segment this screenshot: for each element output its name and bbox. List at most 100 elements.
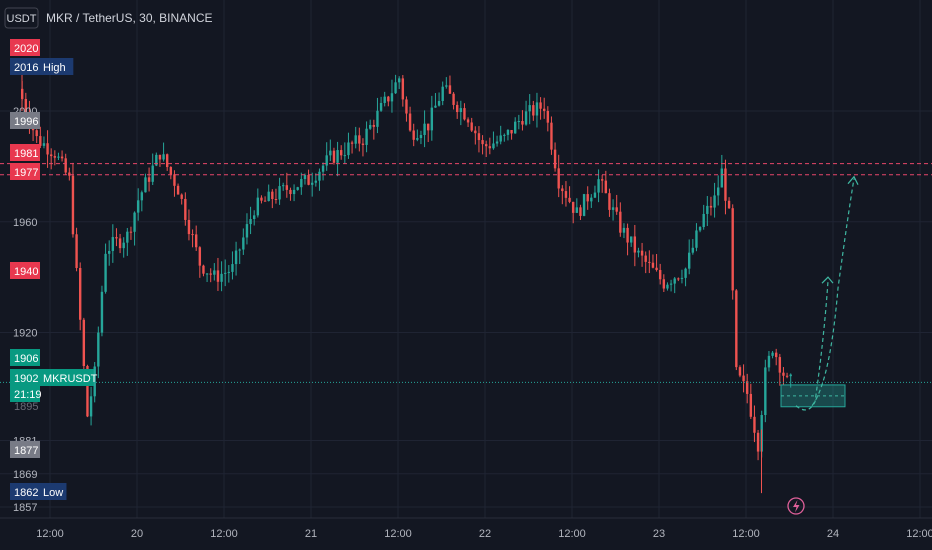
candle-bear: [550, 116, 553, 155]
candle-bull: [253, 210, 256, 226]
price-tag: 1902 MKRUSDT: [10, 369, 98, 386]
candle-bear: [568, 186, 571, 204]
candle-bear: [677, 277, 680, 282]
candle-bear: [615, 194, 618, 215]
price-tag-label: Low: [43, 487, 63, 499]
candle-bear: [778, 353, 782, 386]
candle-bear: [448, 75, 452, 94]
candle-bull: [767, 350, 771, 372]
candle-bear: [187, 209, 191, 241]
lightning-icon[interactable]: [787, 497, 805, 515]
time-tick-label: 12:00: [36, 528, 64, 540]
candle-bear: [180, 193, 183, 205]
candle-bull: [524, 100, 528, 126]
candle-bull: [503, 133, 506, 142]
candle-bear: [191, 229, 194, 248]
candle-bear: [216, 257, 220, 291]
candle-bull: [336, 141, 339, 177]
candle-bear: [724, 159, 727, 215]
candle-bear: [466, 117, 470, 128]
candle-bull: [622, 223, 626, 239]
candle-bull: [702, 204, 705, 230]
candle-bull: [100, 285, 104, 337]
candle-bull: [321, 162, 325, 181]
candle-bull: [492, 131, 495, 150]
arrow-up-icon: [847, 175, 859, 185]
candle-bear: [166, 153, 169, 171]
price-tag-value: 1996: [14, 116, 38, 128]
candle-bull: [256, 188, 260, 218]
candle-bear: [195, 225, 198, 251]
candle-bull: [506, 129, 510, 141]
candle-bear: [260, 195, 263, 204]
candle-bear: [564, 181, 568, 207]
candle-bear: [785, 372, 789, 379]
candle-bull: [517, 114, 521, 130]
candle-bear: [709, 196, 713, 216]
candle-bull: [365, 121, 368, 153]
projection-drawing[interactable]: [780, 175, 859, 411]
candle-bull: [590, 194, 593, 208]
time-tick-label: 12:00: [906, 528, 932, 540]
candle-bull: [764, 359, 767, 423]
arrow-up-icon: [821, 276, 834, 284]
time-axis[interactable]: 12:00 20 12:00 21 12:00 22 12:00 23 12:00 24 12:00: [0, 517, 932, 540]
candle-bull: [234, 241, 238, 276]
candle-bear: [488, 137, 492, 155]
candle-bear: [176, 183, 180, 195]
candle-bull: [684, 267, 687, 287]
candle-bear: [648, 250, 651, 274]
projection-path-long[interactable]: [811, 178, 855, 407]
candle-bear: [474, 126, 477, 145]
candles: [21, 66, 792, 494]
price-tick-label: 1869: [13, 469, 37, 481]
currency-button-label: USDT: [7, 13, 37, 25]
candle-bull: [296, 186, 299, 191]
price-tags: 2020 2016 High 1996 1981 1977 1940 1906 1902 MKRU…: [10, 39, 98, 500]
time-tick-label: 23: [653, 528, 665, 540]
candle-bear: [340, 145, 343, 160]
candle-bull: [611, 199, 615, 221]
candle-bull: [394, 74, 397, 94]
time-tick-label: 12:00: [558, 528, 586, 540]
candle-bull: [379, 96, 383, 112]
candle-bull: [437, 92, 441, 107]
candle-bull: [423, 110, 426, 148]
candle-bull: [637, 247, 640, 258]
candle-bull: [42, 136, 46, 149]
projection-path-short[interactable]: [795, 281, 829, 411]
candle-bull: [224, 259, 227, 287]
candle-bull: [398, 76, 401, 90]
time-tick-label: 24: [827, 528, 839, 540]
candle-bear: [53, 150, 57, 166]
candle-bear: [274, 188, 278, 204]
candle-bull: [369, 119, 372, 130]
time-tick-label: 12:00: [384, 528, 412, 540]
candle-bear: [361, 138, 365, 157]
candle-bull: [292, 184, 296, 202]
candle-bear: [727, 197, 731, 209]
horizontal-lines: [0, 163, 932, 383]
price-tag-value: 1877: [14, 445, 38, 457]
candle-bull: [93, 362, 96, 403]
currency-button[interactable]: USDT: [4, 7, 39, 29]
candle-bull: [528, 94, 531, 125]
candle-bull: [122, 237, 125, 258]
candle-bear: [586, 186, 589, 210]
candle-bear: [659, 263, 662, 285]
candle-bear: [372, 119, 376, 140]
candle-bear: [456, 101, 459, 119]
price-tick-label: 1960: [13, 217, 37, 229]
time-tick-label: 12:00: [732, 528, 760, 540]
candle-bull: [390, 79, 394, 113]
candle-bear: [662, 274, 666, 292]
candle-bear: [521, 110, 524, 131]
candle-bull: [376, 97, 379, 134]
time-tick-label: 12:00: [210, 528, 238, 540]
candle-bear: [198, 246, 202, 278]
candle-bull: [314, 173, 318, 187]
candle-bull: [97, 326, 100, 379]
candle-bull: [104, 243, 107, 294]
